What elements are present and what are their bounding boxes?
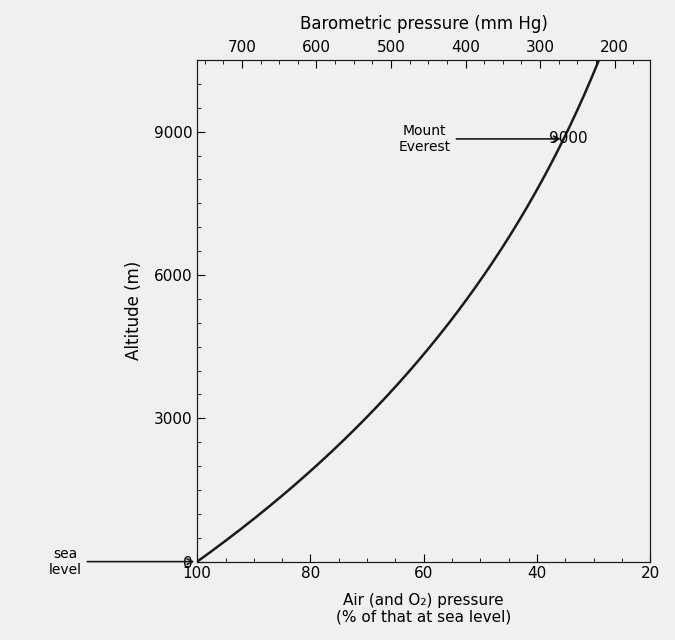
X-axis label: Barometric pressure (mm Hg): Barometric pressure (mm Hg) — [300, 15, 547, 33]
Text: 9000: 9000 — [549, 131, 588, 147]
Text: Mount
Everest: Mount Everest — [399, 124, 559, 154]
Text: sea
level: sea level — [49, 547, 192, 577]
Y-axis label: Altitude (m): Altitude (m) — [125, 261, 142, 360]
X-axis label: Air (and O₂) pressure
(% of that at sea level): Air (and O₂) pressure (% of that at sea … — [336, 593, 512, 625]
